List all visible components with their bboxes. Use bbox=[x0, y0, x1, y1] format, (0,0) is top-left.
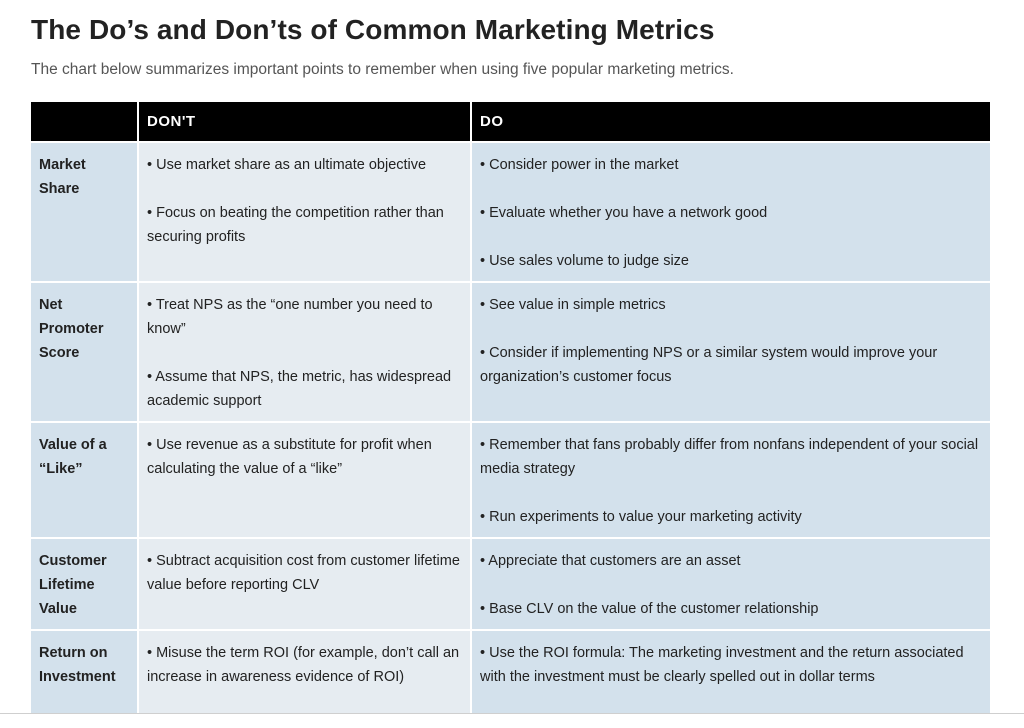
dont-item: • Treat NPS as the “one number you need … bbox=[147, 297, 433, 337]
bottom-divider bbox=[0, 713, 1024, 728]
do-item: • Consider power in the market bbox=[480, 157, 679, 173]
page-subtitle: The chart below summarizes important poi… bbox=[31, 61, 734, 78]
header-metric bbox=[31, 102, 137, 141]
dont-cell: • Misuse the term ROI (for example, don’… bbox=[137, 629, 470, 720]
metric-name-cell: Net Promoter Score bbox=[31, 281, 137, 421]
dont-list: • Subtract acquisition cost from custome… bbox=[147, 549, 462, 597]
dont-item: • Misuse the term ROI (for example, don’… bbox=[147, 645, 460, 685]
dont-cell: • Treat NPS as the “one number you need … bbox=[137, 281, 470, 421]
do-list: • Use the ROI formula: The marketing inv… bbox=[480, 641, 982, 689]
dont-item: • Focus on beating the competition rathe… bbox=[147, 205, 444, 245]
do-cell: • Remember that fans probably differ fro… bbox=[470, 421, 990, 537]
do-item: • Appreciate that customers are an asset bbox=[480, 553, 741, 569]
do-cell: • Appreciate that customers are an asset… bbox=[470, 537, 990, 629]
header-dont: DON'T bbox=[137, 102, 470, 141]
dont-list: • Use market share as an ultimate object… bbox=[147, 153, 462, 249]
do-item: • See value in simple metrics bbox=[480, 297, 666, 313]
table-row-return-on-investment: Return on Investment • Misuse the term R… bbox=[31, 629, 990, 720]
dont-item: • Use revenue as a substitute for profit… bbox=[147, 437, 432, 477]
metrics-table: DON'T DO Market Share • Use market share… bbox=[31, 102, 990, 720]
table-row-value-of-a-like: Value of a “Like” • Use revenue as a sub… bbox=[31, 421, 990, 537]
dont-list: • Misuse the term ROI (for example, don’… bbox=[147, 641, 462, 689]
table-row-customer-lifetime-value: Customer Lifetime Value • Subtract acqui… bbox=[31, 537, 990, 629]
do-item: • Use the ROI formula: The marketing inv… bbox=[480, 645, 964, 685]
do-item: • Consider if implementing NPS or a simi… bbox=[480, 345, 938, 385]
table-row-market-share: Market Share • Use market share as an ul… bbox=[31, 141, 990, 281]
dont-cell: • Use revenue as a substitute for profit… bbox=[137, 421, 470, 537]
do-item: • Base CLV on the value of the customer … bbox=[480, 601, 819, 617]
dont-item: • Use market share as an ultimate object… bbox=[147, 157, 427, 173]
dont-item: • Subtract acquisition cost from custome… bbox=[147, 553, 460, 593]
do-cell: • See value in simple metrics • Consider… bbox=[470, 281, 990, 421]
dont-list: • Use revenue as a substitute for profit… bbox=[147, 433, 462, 481]
dont-cell: • Subtract acquisition cost from custome… bbox=[137, 537, 470, 629]
do-list: • See value in simple metrics • Consider… bbox=[480, 293, 982, 389]
metric-name-cell: Customer Lifetime Value bbox=[31, 537, 137, 629]
table-row-net-promoter-score: Net Promoter Score • Treat NPS as the “o… bbox=[31, 281, 990, 421]
do-item: • Evaluate whether you have a network go… bbox=[480, 205, 768, 221]
do-item: • Remember that fans probably differ fro… bbox=[480, 437, 979, 477]
do-list: • Consider power in the market • Evaluat… bbox=[480, 153, 982, 273]
do-cell: • Consider power in the market • Evaluat… bbox=[470, 141, 990, 281]
metric-name-cell: Value of a “Like” bbox=[31, 421, 137, 537]
metric-name-cell: Market Share bbox=[31, 141, 137, 281]
page-title: The Do’s and Don’ts of Common Marketing … bbox=[31, 14, 715, 45]
dont-list: • Treat NPS as the “one number you need … bbox=[147, 293, 462, 413]
dont-item: • Assume that NPS, the metric, has wides… bbox=[147, 369, 452, 409]
do-list: • Appreciate that customers are an asset… bbox=[480, 549, 982, 621]
header-do: DO bbox=[470, 102, 990, 141]
article: The Do’s and Don’ts of Common Marketing … bbox=[31, 0, 990, 720]
do-item: • Use sales volume to judge size bbox=[480, 253, 689, 269]
do-list: • Remember that fans probably differ fro… bbox=[480, 433, 982, 529]
metric-name-cell: Return on Investment bbox=[31, 629, 137, 720]
do-cell: • Use the ROI formula: The marketing inv… bbox=[470, 629, 990, 720]
do-item: • Run experiments to value your marketin… bbox=[480, 509, 802, 525]
dont-cell: • Use market share as an ultimate object… bbox=[137, 141, 470, 281]
table-header-row: DON'T DO bbox=[31, 102, 990, 141]
